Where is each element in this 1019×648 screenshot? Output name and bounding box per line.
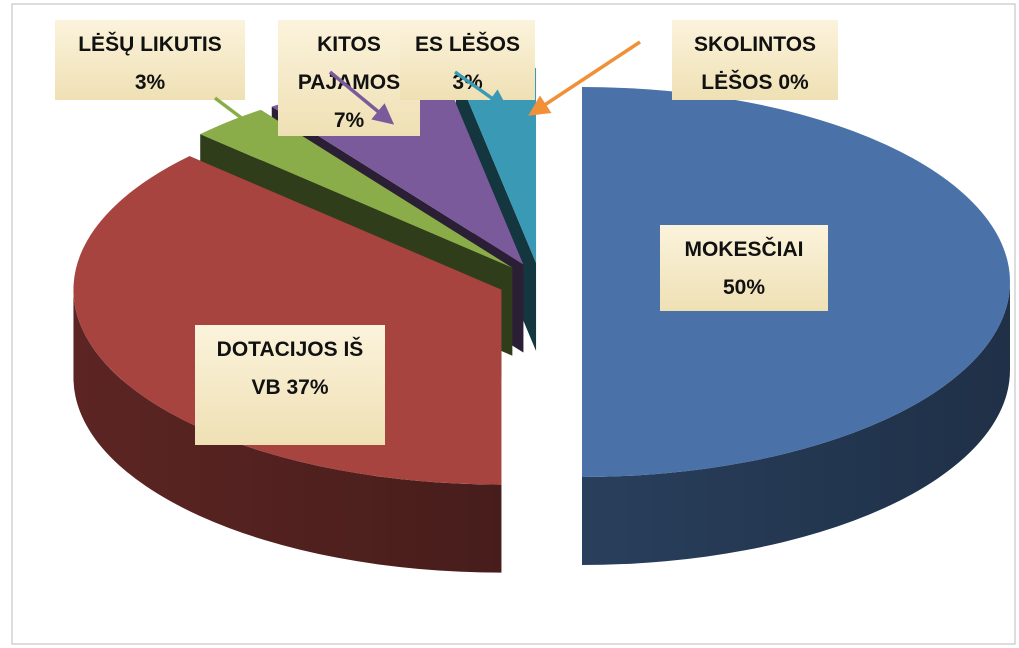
value-label: 7% [333,109,365,132]
slice-side [582,282,1010,565]
slice [455,67,537,263]
category-label: LĖŠŲ LIKUTIS [78,33,222,56]
value-label: 37% [286,376,329,399]
category-label: MOKESČIAI [684,238,804,261]
value-label: 0% [778,71,809,94]
category-label: SKOLINTOS LĖŠOS [693,33,817,94]
slice [200,109,513,268]
chart-frame [11,3,1016,645]
category-label: KITOS PAJAMOS [297,33,401,94]
data-label: MOKESČIAI 50% [660,225,828,311]
value-label: 3% [452,71,483,94]
data-label: ES LĖŠOS 3% [400,20,535,100]
value-label: 3% [134,71,166,94]
value-label: 50% [722,276,766,299]
data-label: KITOS PAJAMOS 7% [278,20,420,136]
data-label: DOTACIJOS IŠ VB 37% [195,325,385,445]
slice-side [73,289,502,573]
slice [73,156,502,485]
data-label: SKOLINTOS LĖŠOS 0% [672,20,838,100]
category-label: DOTACIJOS IŠ VB [216,338,364,399]
category-label: ES LĖŠOS [414,33,521,56]
data-label: LĖŠŲ LIKUTIS 3% [55,20,245,100]
